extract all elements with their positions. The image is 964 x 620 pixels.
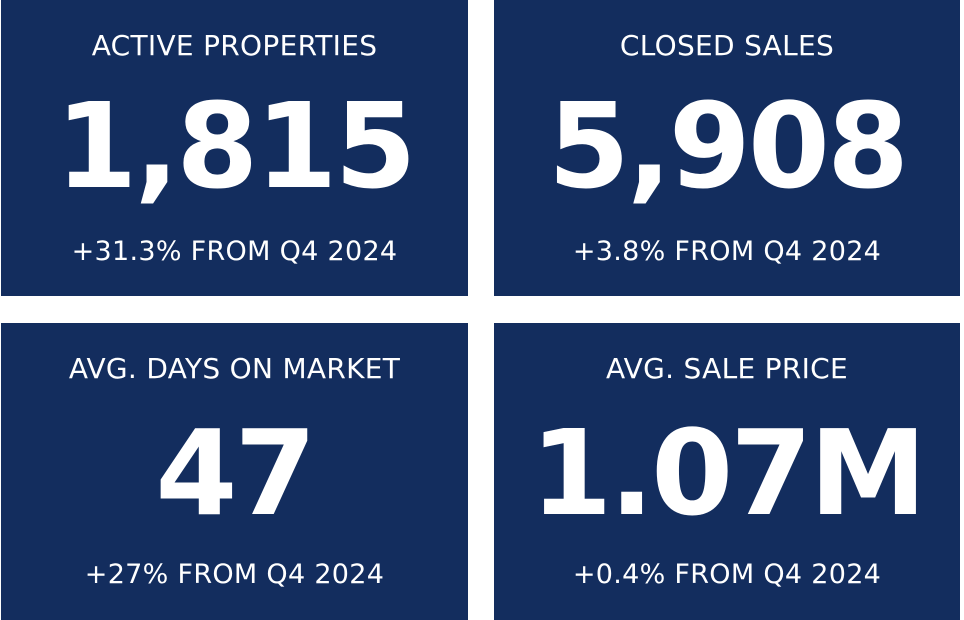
stat-value: 5,908 [547, 77, 909, 215]
stat-label: CLOSED SALES [619, 29, 835, 62]
stat-label: AVG. DAYS ON MARKET [68, 352, 401, 385]
stat-label: AVG. SALE PRICE [606, 352, 848, 385]
stat-card-closed-sales: CLOSED SALES 5,908 +3.8% FROM Q4 2024 [494, 0, 960, 296]
stat-card-avg-sale-price: AVG. SALE PRICE 1.07M +0.4% FROM Q4 2024 [494, 323, 960, 620]
stat-value: 47 [155, 404, 316, 542]
stat-change: +0.4% FROM Q4 2024 [572, 559, 882, 590]
stat-change: +27% FROM Q4 2024 [84, 559, 385, 590]
stat-card-avg-days-on-market: AVG. DAYS ON MARKET 47 +27% FROM Q4 2024 [1, 323, 468, 620]
stat-value: 1,815 [55, 77, 416, 215]
stat-change: +3.8% FROM Q4 2024 [572, 236, 882, 267]
stat-label: ACTIVE PROPERTIES [91, 29, 378, 62]
stat-value: 1.07M [530, 404, 927, 542]
stat-change: +31.3% FROM Q4 2024 [71, 236, 398, 267]
stat-card-active-properties: ACTIVE PROPERTIES 1,815 +31.3% FROM Q4 2… [1, 0, 468, 296]
